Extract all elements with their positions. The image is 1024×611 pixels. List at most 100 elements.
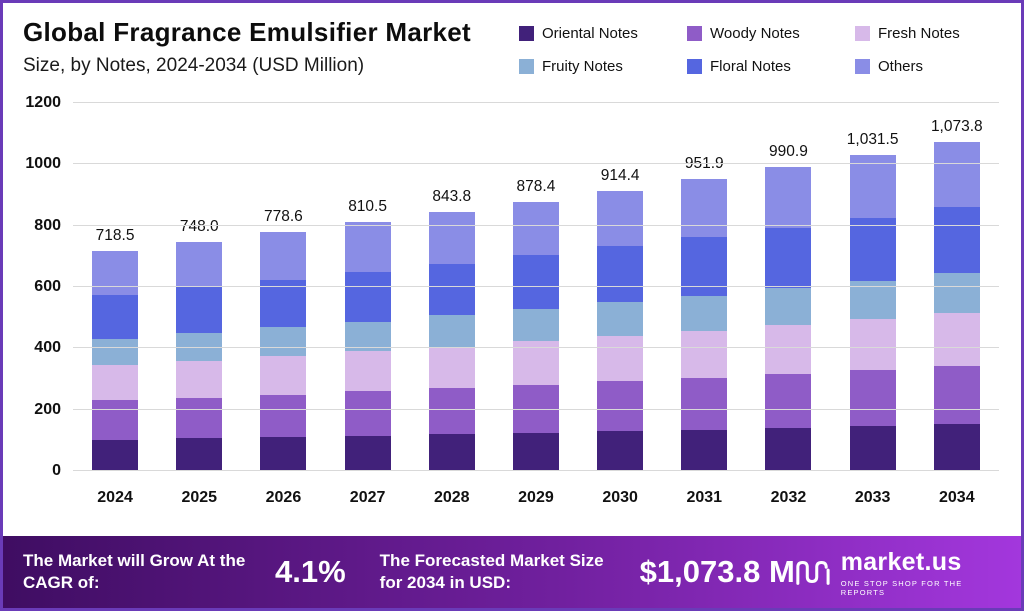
bar-segment-woody-notes — [681, 377, 728, 430]
cagr-value: 4.1% — [275, 554, 346, 589]
stacked-bar-2027 — [344, 222, 391, 471]
brand-tagline: ONE STOP SHOP FOR THE REPORTS — [840, 578, 963, 597]
bar-segment-fresh-notes — [428, 346, 475, 389]
bar-segment-floral-notes — [597, 246, 644, 303]
bar-segment-woody-notes — [765, 373, 812, 428]
bar-segment-fresh-notes — [512, 341, 559, 385]
gridline — [73, 347, 999, 349]
bar-total-label: 878.4 — [516, 177, 556, 195]
gridline — [73, 470, 999, 471]
chart-subtitle: Size, by Notes, 2024-2034 (USD Million) — [23, 55, 365, 76]
bar-segment-fresh-notes — [597, 336, 644, 382]
legend-label: Woody Notes — [710, 25, 800, 42]
bar-segment-others — [849, 154, 896, 218]
y-axis: 0 200 400 600 800 1000 1200 — [21, 94, 73, 479]
bar-segment-oriental-notes — [428, 434, 475, 471]
chart-header: Global Fragrance Emulsifier Market Size,… — [3, 3, 1021, 77]
bar-total-label: 843.8 — [432, 188, 472, 206]
bar-segment-floral-notes — [260, 279, 307, 328]
bar-total-label: 718.5 — [95, 226, 135, 244]
legend-label: Fruity Notes — [542, 58, 623, 75]
bar-segment-fruity-notes — [597, 302, 644, 337]
x-axis-label: 2034 — [939, 489, 975, 506]
gridline — [73, 224, 999, 226]
bar-segment-others — [92, 250, 139, 295]
brand-text: market.us ONE STOP SHOP FOR THE REPORTS — [841, 548, 1001, 597]
y-axis-tick-label: 0 — [52, 462, 61, 479]
legend-item-oriental-notes: Oriental Notes — [519, 25, 669, 42]
legend-label: Oriental Notes — [542, 25, 638, 42]
bar-segment-others — [933, 141, 980, 208]
forecast-label: The Forecasted Market Size for 2034 in U… — [379, 550, 604, 592]
bar-column-2029: 878.4 2029 — [512, 103, 559, 506]
legend-item-others: Others — [855, 58, 1005, 75]
footer-banner: The Market will Grow At the CAGR of: 4.1… — [3, 536, 1021, 608]
bar-total-label: 810.5 — [348, 198, 387, 216]
bar-segment-woody-notes — [597, 381, 644, 432]
chart-title: Global Fragrance Emulsifier Market — [23, 17, 472, 47]
bar-column-2034: 1,073.8 2034 — [930, 103, 983, 506]
market-us-logo-icon — [796, 561, 830, 585]
bar-segment-fruity-notes — [512, 309, 559, 342]
bar-column-2025: 748.0 2025 — [176, 103, 223, 506]
stacked-bar-2025 — [176, 241, 223, 471]
bar-total-label: 1,073.8 — [930, 117, 983, 135]
bar-segment-oriental-notes — [260, 437, 307, 471]
bar-segment-woody-notes — [933, 365, 980, 425]
bar-segment-oriental-notes — [512, 432, 559, 471]
bar-total-label: 748.0 — [179, 217, 219, 235]
legend-swatch-others — [855, 59, 870, 74]
bar-segment-woody-notes — [260, 394, 307, 438]
bar-segment-floral-notes — [933, 207, 980, 274]
stacked-bar-2029 — [512, 201, 559, 471]
bar-segment-fruity-notes — [428, 315, 475, 347]
stacked-bar-2034 — [933, 141, 980, 471]
bar-segment-fruity-notes — [765, 288, 812, 325]
bar-segment-fresh-notes — [344, 351, 391, 392]
stacked-bar-2026 — [260, 232, 307, 471]
bar-segment-oriental-notes — [933, 424, 980, 471]
bar-segment-others — [681, 179, 728, 238]
x-axis-label: 2030 — [602, 489, 638, 506]
plot-area: 718.5 2024 748.0 2025 778.6 2026 810.5 2027 843.… — [73, 102, 999, 506]
bar-segment-fruity-notes — [849, 280, 896, 319]
y-axis-tick-label: 1000 — [25, 155, 61, 173]
bar-segment-fruity-notes — [260, 327, 307, 357]
gridline — [73, 102, 999, 103]
legend-swatch-floral-notes — [687, 59, 702, 74]
bar-total-label: 990.9 — [769, 143, 808, 161]
bar-segment-fruity-notes — [92, 338, 139, 365]
bar-segment-others — [512, 201, 559, 256]
bar-segment-oriental-notes — [344, 435, 391, 471]
stacked-bar-2032 — [765, 167, 812, 471]
x-axis-label: 2028 — [433, 489, 470, 506]
bar-segment-floral-notes — [344, 271, 391, 322]
legend-swatch-fresh-notes — [855, 26, 870, 41]
bar-column-2027: 810.5 2027 — [344, 103, 391, 506]
legend-label: Fresh Notes — [878, 25, 960, 42]
bar-segment-fresh-notes — [92, 365, 139, 401]
bar-segment-woody-notes — [176, 397, 223, 439]
bar-segment-floral-notes — [428, 263, 475, 316]
market-us-logo: market.us ONE STOP SHOP FOR THE REPORTS — [795, 548, 1001, 597]
x-axis-label: 2033 — [854, 489, 891, 506]
bar-segment-fresh-notes — [681, 330, 728, 378]
bar-segment-floral-notes — [681, 237, 728, 296]
stacked-bar-2031 — [681, 179, 728, 471]
legend-item-woody-notes: Woody Notes — [687, 25, 837, 42]
bar-column-2026: 778.6 2026 — [260, 103, 307, 506]
x-axis-label: 2024 — [97, 489, 133, 506]
bar-columns: 718.5 2024 748.0 2025 778.6 2026 810.5 2027 843.… — [73, 103, 999, 506]
bar-segment-others — [597, 190, 644, 247]
legend-label: Others — [878, 58, 924, 75]
x-axis-label: 2027 — [349, 489, 386, 506]
x-axis-label: 2032 — [770, 489, 807, 506]
chart-legend: Oriental Notes Woody Notes Fresh Notes Frui… — [519, 17, 1005, 77]
legend-swatch-woody-notes — [687, 26, 702, 41]
x-axis-label: 2026 — [265, 489, 302, 506]
bar-total-label: 914.4 — [600, 166, 640, 184]
legend-item-fresh-notes: Fresh Notes — [855, 25, 1005, 42]
gridline — [73, 286, 999, 287]
x-axis-label: 2031 — [686, 489, 723, 506]
bar-segment-fresh-notes — [260, 356, 307, 395]
